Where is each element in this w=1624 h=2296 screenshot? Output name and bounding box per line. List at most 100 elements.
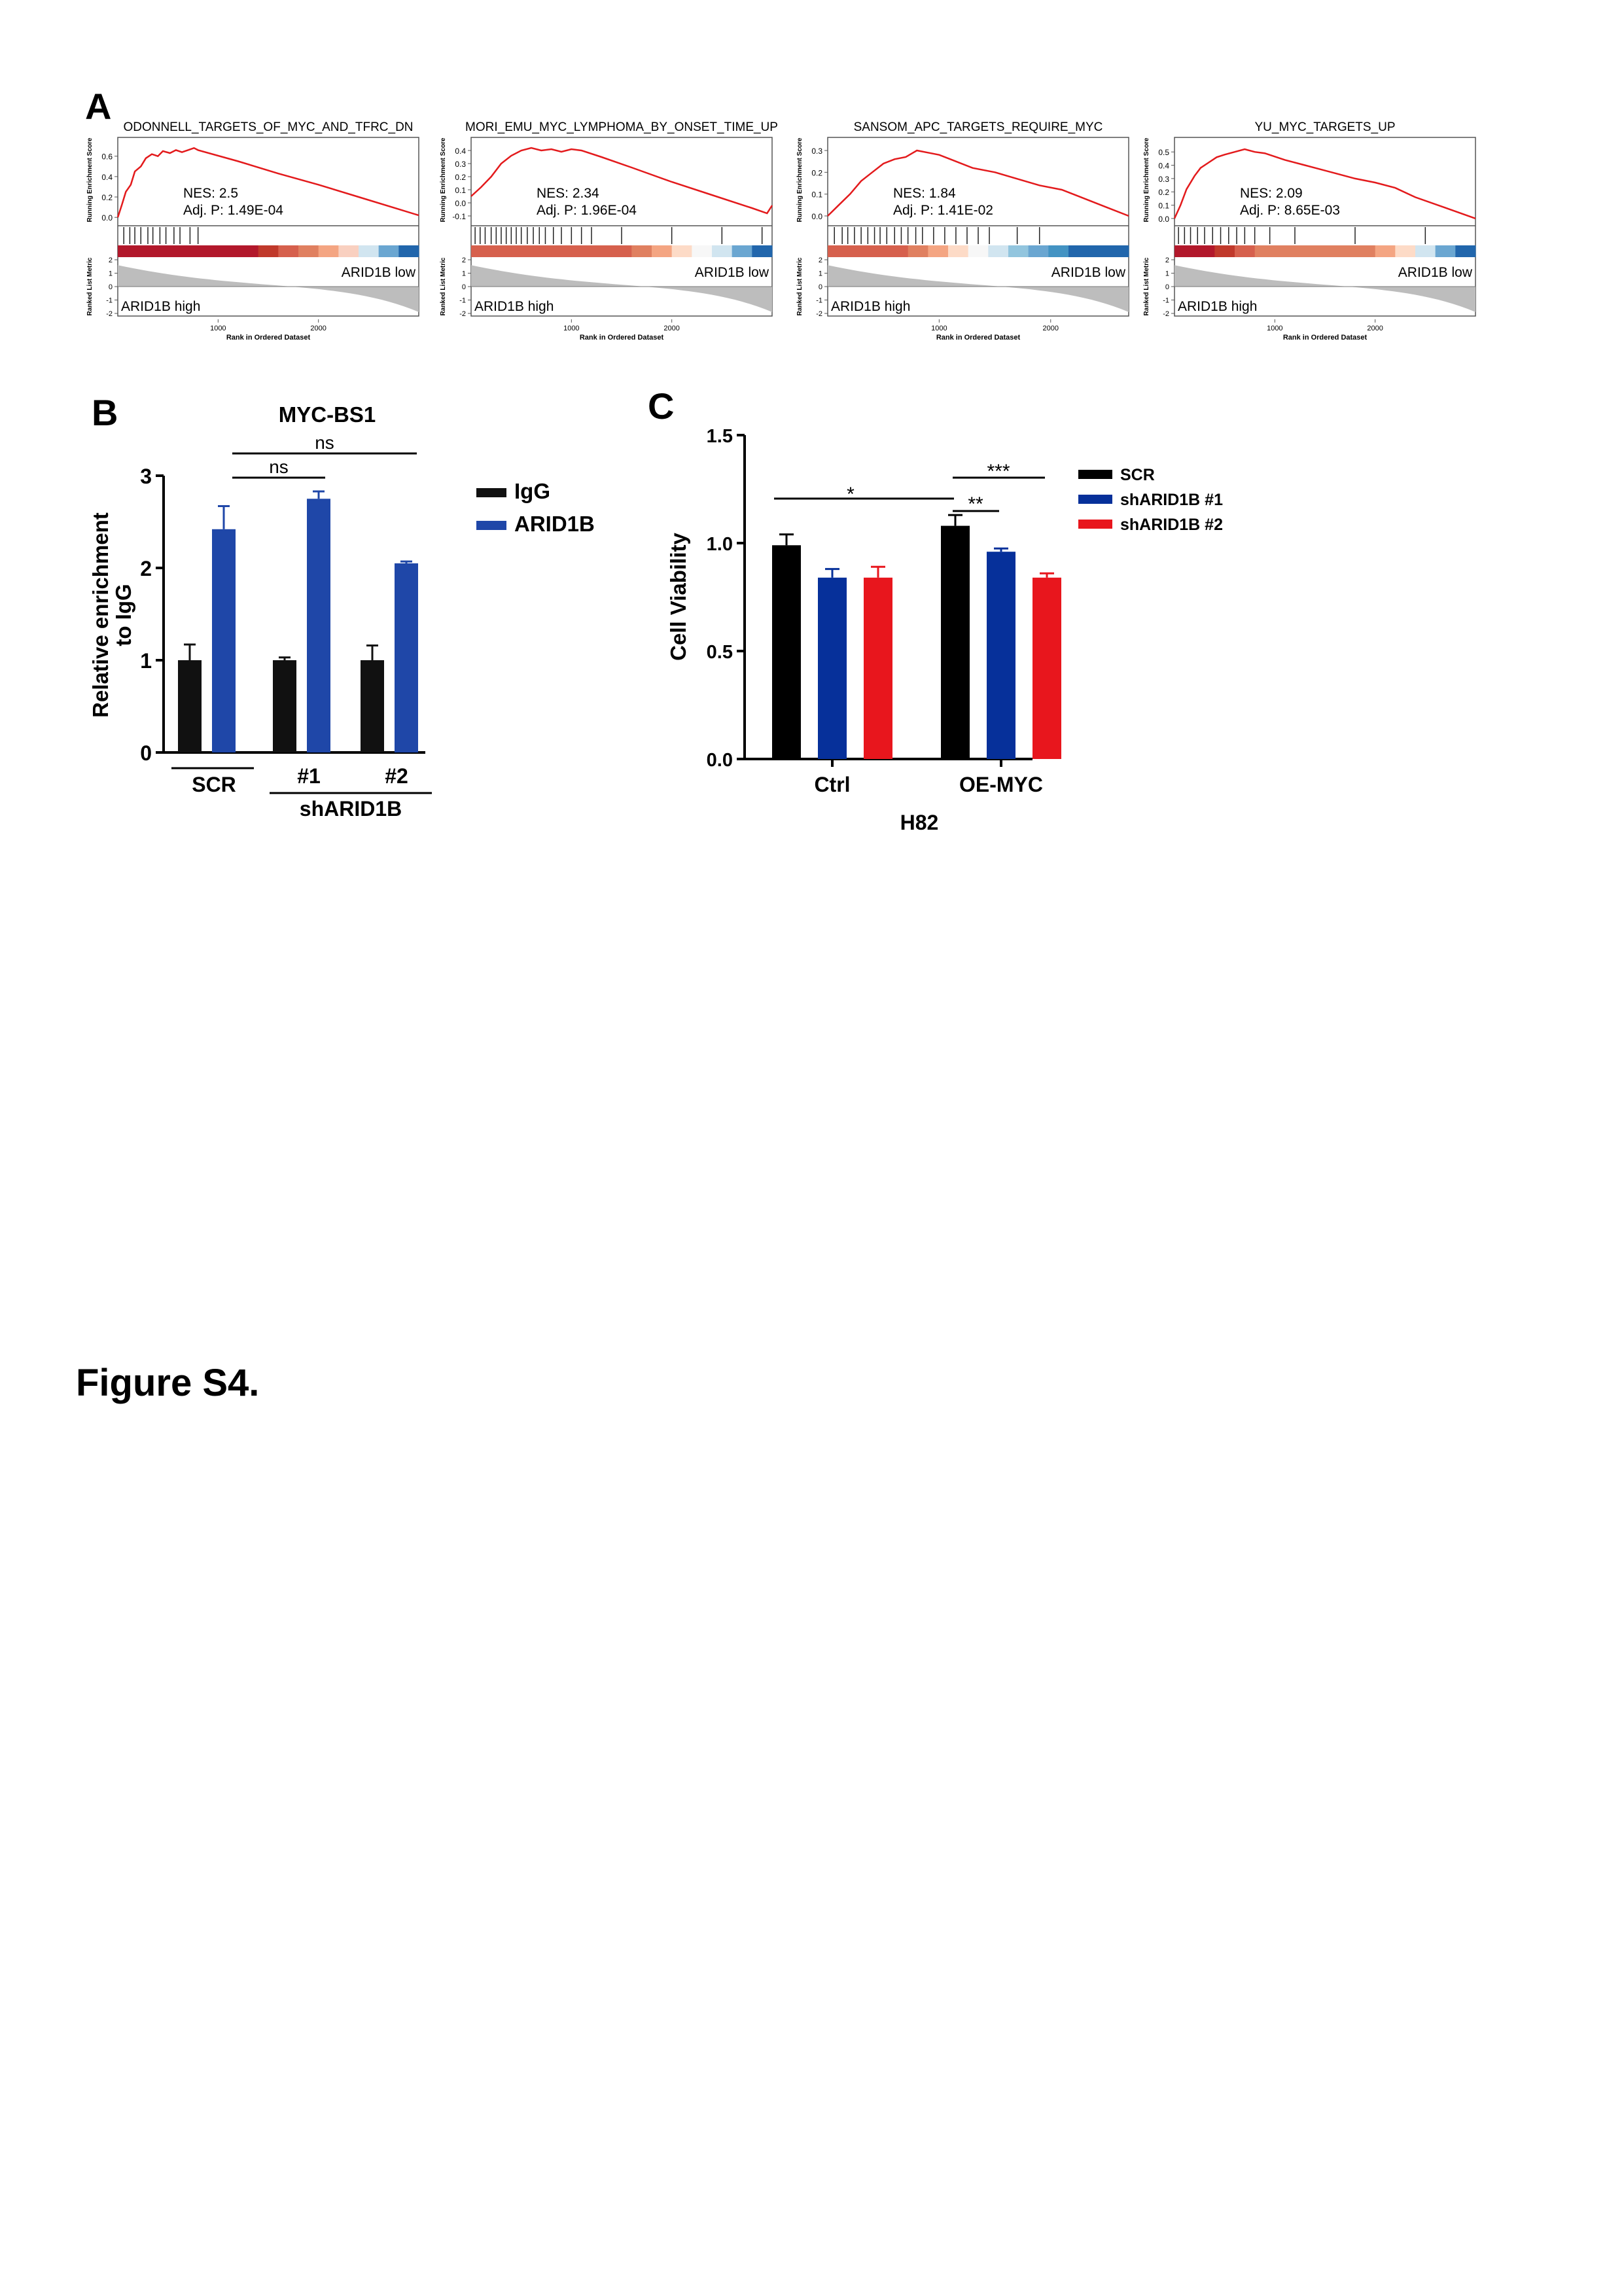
y-axis-label: to IgG: [111, 584, 135, 646]
rank-strip-cell: [988, 245, 1009, 257]
panel-label-b: B: [92, 392, 118, 433]
rank-strip-cell: [1048, 245, 1069, 257]
panel-label-a: A: [85, 86, 111, 127]
gsea-title: ODONNELL_TARGETS_OF_MYC_AND_TFRC_DN: [123, 120, 413, 134]
rank-strip-cell: [378, 245, 399, 257]
es-tick-label: 0.1: [455, 186, 466, 195]
es-tick-label: 0.0: [101, 213, 113, 222]
rank-strip-cell: [118, 245, 139, 257]
category-label: #1: [297, 764, 321, 788]
es-tick-label: 0.3: [455, 160, 466, 169]
rank-strip-cell: [137, 245, 158, 257]
metric-tick-label: -2: [816, 310, 822, 318]
rank-strip-cell: [928, 245, 949, 257]
metric-tick-label: 1: [1165, 270, 1169, 278]
rank-strip-cell: [571, 245, 592, 257]
rank-strip-cell: [491, 245, 512, 257]
rank-strip-cell: [338, 245, 359, 257]
rank-strip-cell: [732, 245, 752, 257]
arid1b-low-label: ARID1B low: [342, 265, 416, 280]
legend-swatch: [1078, 495, 1112, 504]
es-tick-label: 0.5: [1158, 148, 1169, 157]
rank-strip-cell: [868, 245, 889, 257]
gsea-frame: [470, 137, 773, 317]
gsea-plot-4: YU_MYC_TARGETS_UP 0.5 0.4 0.3 0.2 0.1 0.0 Runni…: [1143, 120, 1476, 342]
adj-p-value: Adj. P: 8.65E-03: [1240, 203, 1340, 218]
metric-tick-label: 1: [462, 270, 466, 278]
adj-p-value: Adj. P: 1.49E-04: [183, 203, 283, 218]
es-tick-label: 0.0: [1158, 215, 1169, 224]
es-tick-label: 0.0: [455, 199, 466, 208]
bar-sharid1b-2: [1033, 577, 1061, 759]
es-tick-label: 0.6: [101, 152, 113, 162]
es-tick-label: 0.1: [1158, 202, 1169, 211]
y-tick-label: 0.5: [707, 642, 733, 663]
es-tick-label: 0.4: [455, 147, 466, 156]
es-tick-label: 0.2: [101, 193, 113, 202]
rank-strip-cell: [1355, 245, 1376, 257]
es-axis-label: Running Enrichment Score: [440, 137, 447, 222]
es-tick-label: 0.4: [101, 173, 113, 182]
rank-strip-cell: [318, 245, 339, 257]
legend-label: shARID1B #2: [1120, 516, 1223, 534]
rank-strip-cell: [1335, 245, 1356, 257]
rank-strip-cell: [471, 245, 492, 257]
es-tick-label: 0.3: [1158, 175, 1169, 184]
gsea-title: SANSOM_APC_TARGETS_REQUIRE_MYC: [854, 120, 1103, 134]
rank-strip-cell: [1455, 245, 1476, 257]
legend-label: ARID1B: [514, 512, 595, 536]
es-tick-label: 0.2: [1158, 188, 1169, 197]
rank-strip-cell: [692, 245, 713, 257]
metric-tick-label: 0: [462, 283, 466, 291]
es-curve: [470, 147, 773, 215]
panel-label-c: C: [648, 385, 674, 427]
bar-igg: [273, 660, 296, 752]
gsea-frame: [827, 137, 1129, 317]
bar-sharid1b-2: [864, 577, 892, 759]
rank-strip-cell: [238, 245, 259, 257]
adj-p-value: Adj. P: 1.96E-04: [537, 203, 637, 218]
es-curve: [116, 147, 419, 218]
bar-sharid1b-1: [987, 552, 1015, 759]
rank-strip-cell: [631, 245, 652, 257]
gsea-frame: [117, 137, 419, 317]
es-tick-label: 0.4: [1158, 162, 1169, 171]
rank-strip-cell: [1174, 245, 1195, 257]
y-axis-label: Relative enrichment: [88, 512, 113, 718]
ranked-metric-area: [1174, 265, 1475, 312]
rank-strip-cell: [752, 245, 773, 257]
x-axis-label: H82: [900, 811, 939, 834]
rank-strip-cell: [1375, 245, 1396, 257]
rank-strip-cell: [258, 245, 279, 257]
metric-axis-label: Ranked List Metric: [796, 257, 803, 315]
rank-strip-cell: [847, 245, 868, 257]
y-tick-label: 1.5: [707, 426, 733, 447]
y-tick-label: 1.0: [707, 534, 733, 555]
nes-value: NES: 1.84: [893, 186, 956, 201]
rank-strip-cell: [1088, 245, 1109, 257]
metric-tick-label: -2: [106, 310, 113, 318]
rank-tick-label: 1000: [931, 325, 947, 332]
metric-axis-label: Ranked List Metric: [440, 257, 447, 315]
gsea-plot-3: SANSOM_APC_TARGETS_REQUIRE_MYC 0.3 0.2 0.1 0…: [796, 120, 1129, 342]
y-tick-label: 2: [140, 557, 152, 580]
es-tick-label: 0.1: [811, 190, 822, 200]
es-curve: [1173, 148, 1476, 220]
figure-caption: Figure S4.: [76, 1362, 260, 1404]
metric-tick-label: 2: [462, 256, 466, 264]
category-label: OE-MYC: [959, 773, 1043, 796]
gsea-frame: [1174, 137, 1476, 317]
rank-axis-label: Rank in Ordered Dataset: [1283, 334, 1368, 342]
bar-igg: [361, 660, 384, 752]
ranked-metric-area: [828, 265, 1129, 312]
y-axis-label: Cell Viability: [666, 533, 690, 661]
rank-tick-label: 2000: [1367, 325, 1383, 332]
nes-value: NES: 2.09: [1240, 186, 1303, 201]
gsea-plot-2: MORI_EMU_MYC_LYMPHOMA_BY_ONSET_TIME_UP 0.…: [440, 120, 778, 342]
significance-label: **: [968, 493, 983, 515]
rank-axis-label: Rank in Ordered Dataset: [936, 334, 1021, 342]
gsea-plot-1: ODONNELL_TARGETS_OF_MYC_AND_TFRC_DN 0.6 0.…: [86, 120, 419, 342]
metric-axis-label: Ranked List Metric: [1143, 257, 1150, 315]
rank-strip-cell: [218, 245, 239, 257]
rank-strip-cell: [1415, 245, 1436, 257]
